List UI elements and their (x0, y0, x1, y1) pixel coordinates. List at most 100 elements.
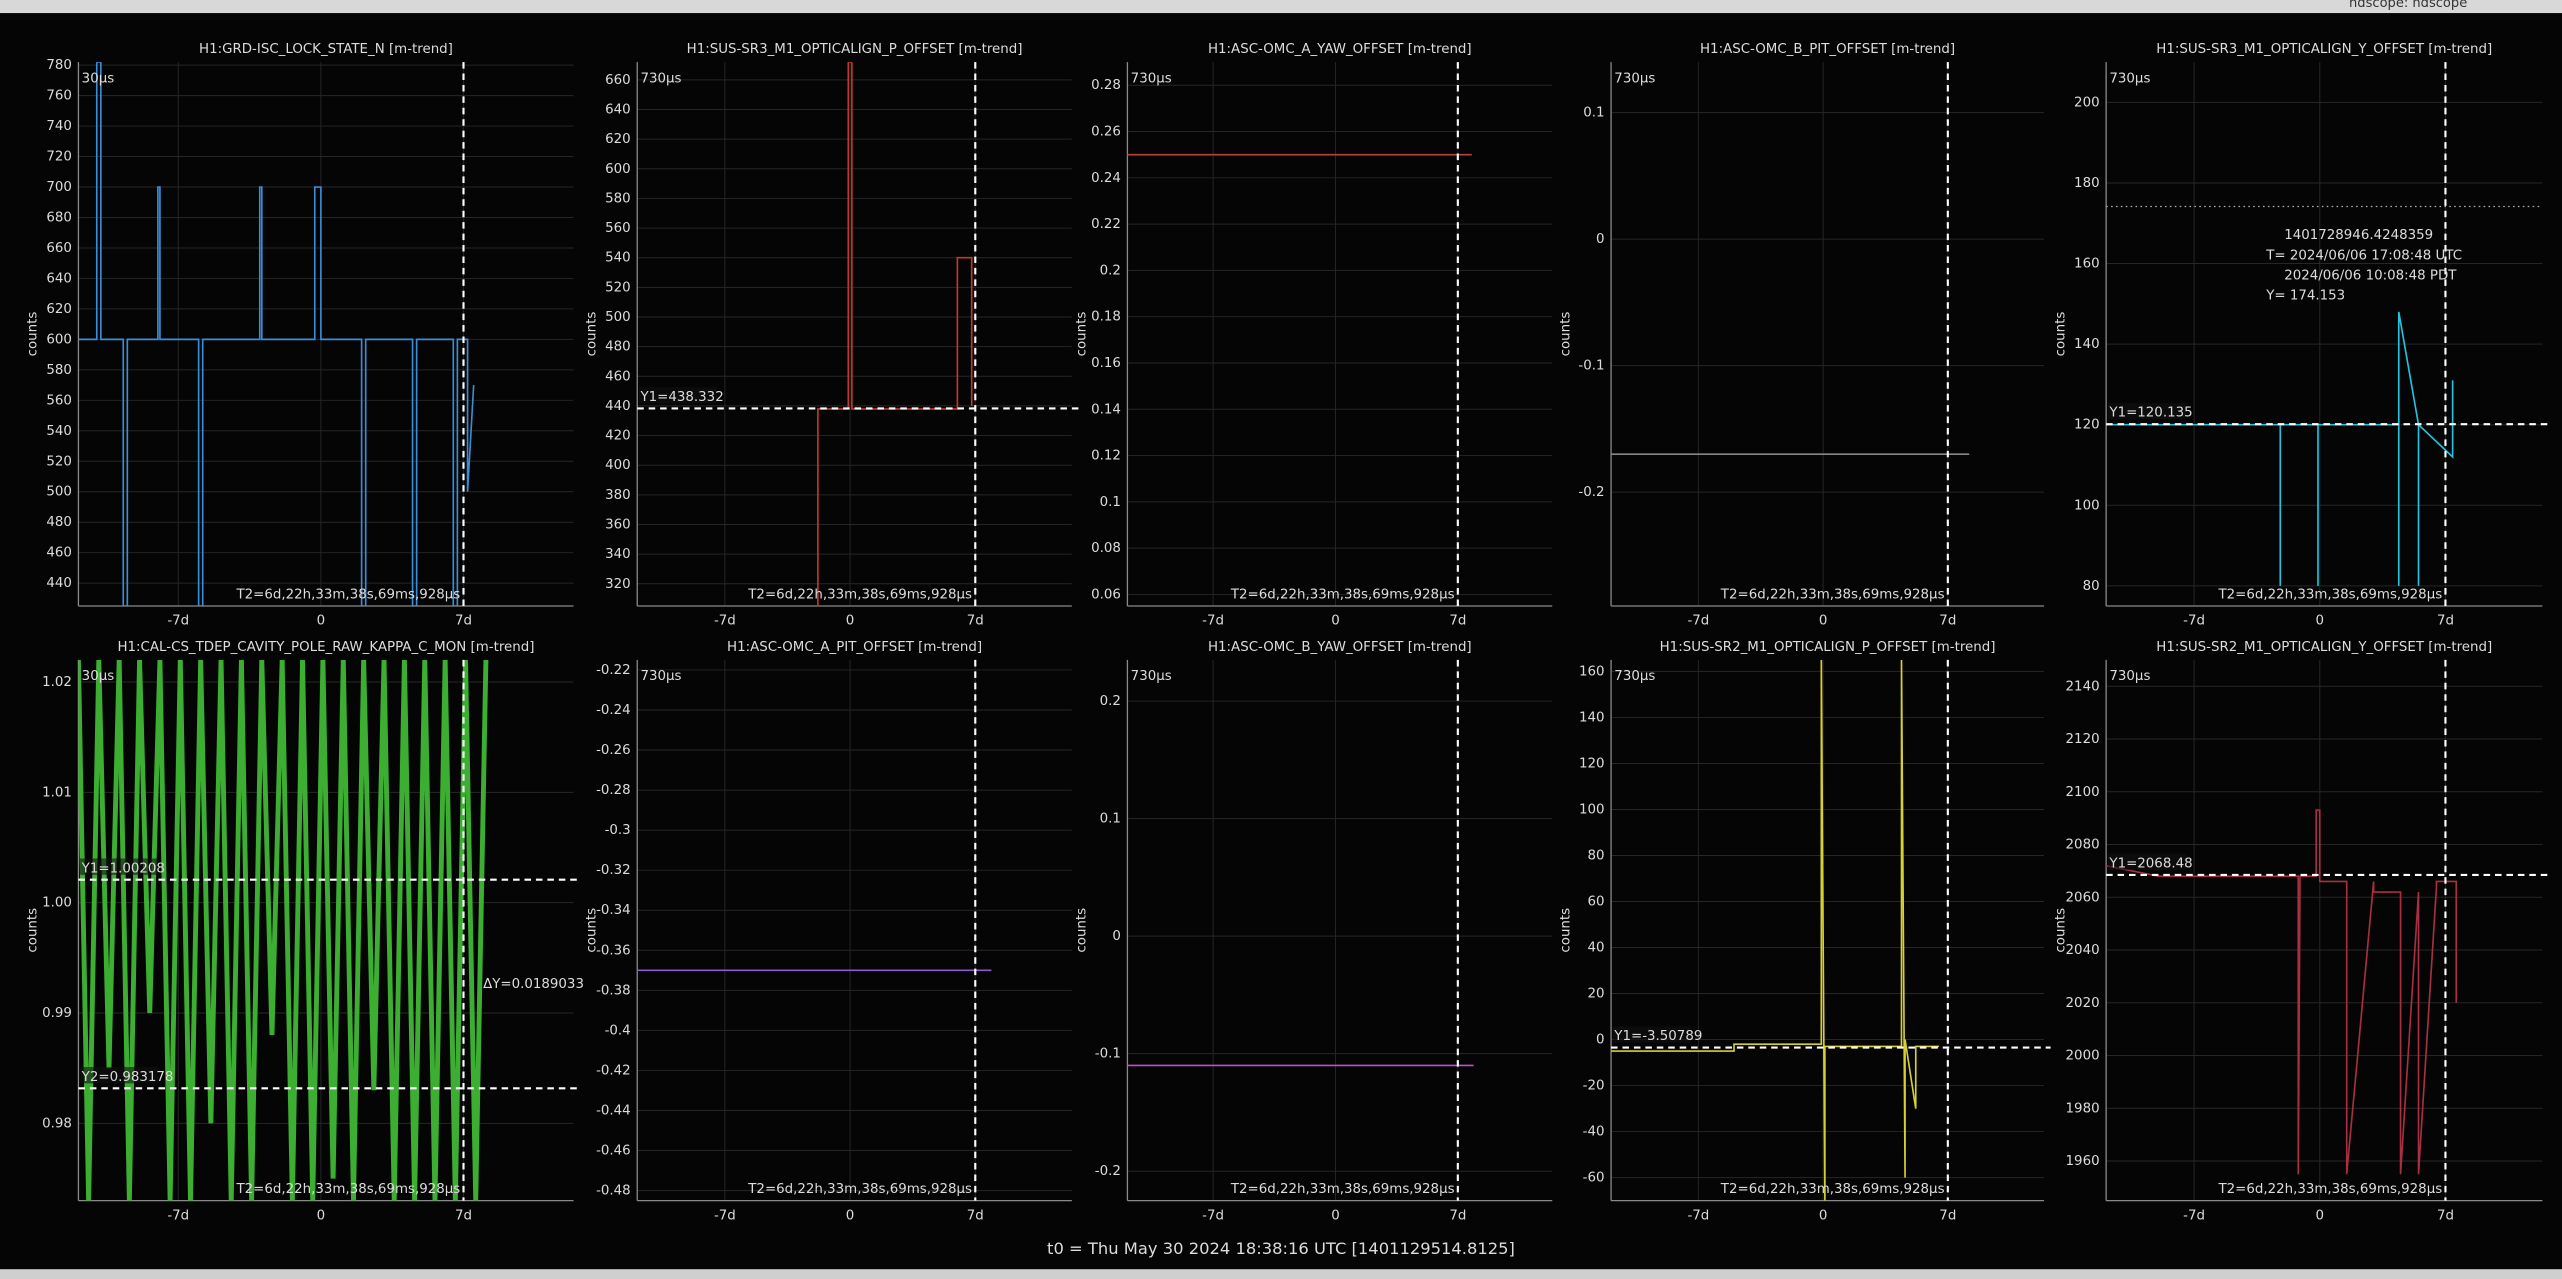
y-tick-label: 480 (605, 340, 631, 355)
hover-text: 1401728946.4248359 (2284, 228, 2433, 243)
y-tick-label: 0.12 (1091, 449, 1121, 464)
y-tick-label: 100 (2074, 498, 2100, 513)
x-tick-label: 0 (846, 614, 855, 629)
y-tick-label: 380 (605, 488, 631, 503)
x-tick-label: -7d (167, 614, 189, 629)
x-tick-label: 0 (317, 1208, 326, 1223)
y-tick-label: 0.1 (1100, 495, 1121, 510)
x-tick-label: 7d (967, 614, 984, 629)
plot-title: H1:SUS-SR3_M1_OPTICALIGN_P_OFFSET [m-tre… (687, 42, 1023, 57)
y-tick-label: 0.28 (1091, 78, 1121, 93)
t2-label: T2=6d,22h,33m,38s,69ms,928µs (235, 588, 460, 603)
x-tick-label: 7d (1939, 614, 1956, 629)
x-tick-label: -7d (1687, 614, 1709, 629)
cursor-label: Y1=1.00208 (81, 861, 165, 876)
y-tick-label: 680 (46, 210, 72, 225)
y-tick-label: -0.4 (605, 1023, 631, 1038)
x-tick-label: 7d (2437, 614, 2454, 629)
y-tick-label: -0.3 (605, 823, 631, 838)
y-tick-label: 480 (46, 515, 72, 530)
corner-label: 730µs (640, 71, 681, 86)
trace (78, 659, 489, 1201)
y-tick-label: 140 (2074, 337, 2100, 352)
plot-area (78, 659, 489, 1201)
cursor-label: Y2=0.983178 (81, 1070, 174, 1085)
y-tick-label: -60 (1583, 1171, 1605, 1186)
y-tick-label: -20 (1583, 1079, 1605, 1094)
plot-title: H1:CAL-CS_TDEP_CAVITY_POLE_RAW_KAPPA_C_M… (117, 640, 534, 655)
y-tick-label: 160 (1579, 664, 1605, 679)
y-tick-label: 560 (605, 221, 631, 236)
y-tick-label: -0.32 (596, 863, 631, 878)
y-tick-label: 2060 (2066, 890, 2100, 905)
corner-label: 730µs (640, 669, 681, 684)
x-tick-label: 0 (2316, 1208, 2325, 1223)
cursor-label-bg (80, 1067, 159, 1084)
y-tick-label: 460 (46, 546, 72, 561)
y-tick-label: 140 (1579, 710, 1605, 725)
hover-text: Y= 174.153 (2265, 288, 2345, 303)
y-tick-label: 1960 (2066, 1154, 2100, 1169)
y-tick-label: 100 (1579, 802, 1605, 817)
x-tick-label: 0 (1331, 1208, 1340, 1223)
trace (2106, 809, 2458, 1175)
y-tick-label: 0.1 (1583, 106, 1604, 121)
y-tick-label: 2140 (2066, 679, 2100, 694)
y-tick-label: 540 (605, 251, 631, 266)
y-tick-label: 0 (1596, 1033, 1605, 1048)
x-tick-label: 0 (2316, 614, 2325, 629)
y-axis-label: counts (1558, 312, 1573, 357)
t2-label: T2=6d,22h,33m,38s,69ms,928µs (1720, 1182, 1945, 1197)
y-tick-label: 320 (605, 577, 631, 592)
y-tick-label: 0.22 (1091, 217, 1121, 232)
y-tick-label: 0.2 (1100, 263, 1121, 278)
y-tick-label: 120 (2074, 418, 2100, 433)
y-tick-label: 340 (605, 547, 631, 562)
plot-title: H1:ASC-OMC_B_YAW_OFFSET [m-trend] (1208, 640, 1472, 655)
x-tick-label: 7d (2437, 1208, 2454, 1223)
y-tick-label: 1.01 (42, 785, 72, 800)
corner-label: 730µs (1614, 71, 1655, 86)
y-tick-label: 500 (605, 310, 631, 325)
title-bar[interactable] (0, 0, 2562, 14)
y-tick-label: 400 (605, 458, 631, 473)
y-tick-label: -0.24 (596, 703, 631, 718)
y-tick-label: 520 (605, 280, 631, 295)
y-tick-label: 1.00 (42, 896, 72, 911)
corner-label: 30µs (82, 71, 115, 86)
y-tick-label: 440 (605, 399, 631, 414)
cursor-label-bg (80, 858, 159, 875)
y-tick-label: 440 (46, 576, 72, 591)
x-tick-label: 7d (967, 1208, 984, 1223)
corner-label: 730µs (1131, 71, 1172, 86)
y-tick-label: 2020 (2066, 996, 2100, 1011)
corner-label: 730µs (2109, 71, 2150, 86)
x-tick-label: -7d (1202, 614, 1224, 629)
x-tick-label: 7d (1449, 614, 1466, 629)
x-tick-label: 0 (846, 1208, 855, 1223)
y-tick-label: 160 (2074, 257, 2100, 272)
x-tick-label: 7d (455, 1208, 472, 1223)
y-tick-label: 460 (605, 369, 631, 384)
y-tick-label: 580 (605, 191, 631, 206)
y-tick-label: -0.48 (596, 1184, 631, 1199)
plot-area (2106, 311, 2454, 586)
plot-panel: H1:CAL-CS_TDEP_CAVITY_POLE_RAW_KAPPA_C_M… (26, 640, 584, 1223)
y-tick-label: 560 (46, 393, 72, 408)
y-tick-label: 640 (46, 271, 72, 286)
plot-panel: H1:ASC-OMC_B_YAW_OFFSET [m-trend] counts -… (1075, 640, 1553, 1223)
y-tick-label: 1.02 (42, 675, 72, 690)
y-tick-label: 2120 (2066, 732, 2100, 747)
footer-t0: t0 = Thu May 30 2024 18:38:16 UTC [14011… (1047, 1239, 1515, 1258)
y-tick-label: 420 (605, 429, 631, 444)
t2-label: T2=6d,22h,33m,38s,69ms,928µs (235, 1182, 460, 1197)
x-tick-label: 0 (1819, 614, 1828, 629)
y-tick-label: 0.06 (1091, 587, 1121, 602)
plot-panel: H1:GRD-ISC_LOCK_STATE_N [m-trend] counts 4… (26, 42, 574, 629)
y-tick-label: 580 (46, 363, 72, 378)
y-tick-label: 600 (46, 332, 72, 347)
y-tick-label: -0.36 (596, 943, 631, 958)
cursor-label: Y1=-3.50789 (1613, 1029, 1702, 1044)
delta-y-label: ΔY=0.0189033 (483, 977, 584, 992)
